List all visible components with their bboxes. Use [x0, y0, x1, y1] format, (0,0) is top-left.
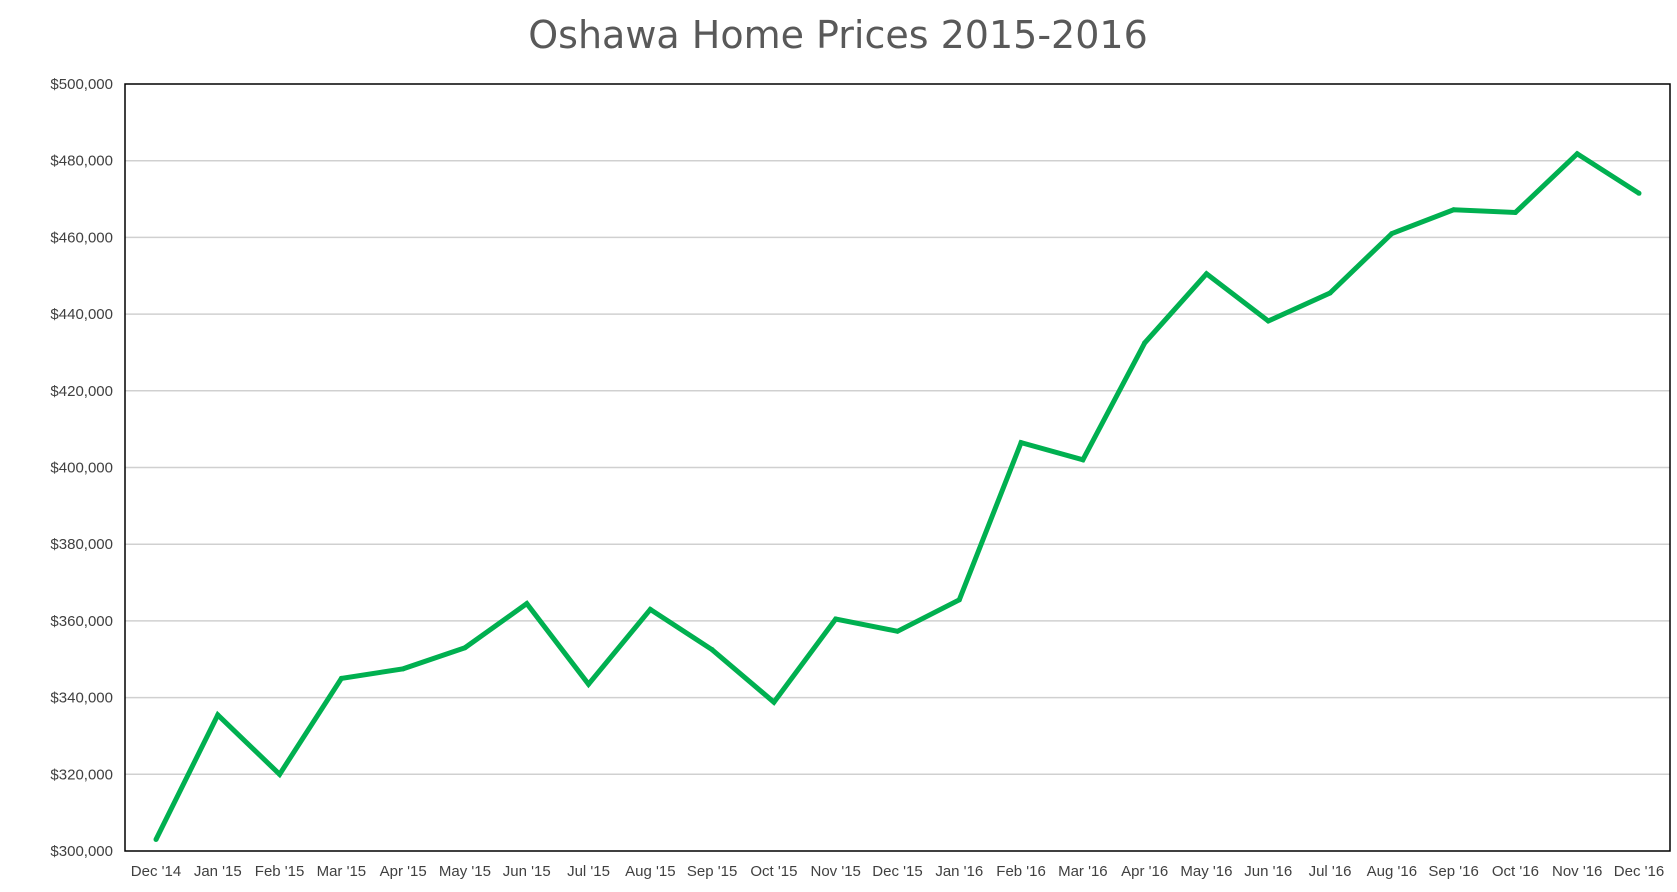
x-tick-label: Aug '15 [625, 863, 675, 880]
x-tick-label: Sep '16 [1428, 863, 1478, 880]
y-tick-label: $360,000 [50, 613, 113, 630]
data-point [338, 675, 344, 681]
y-tick-label: $400,000 [50, 460, 113, 477]
x-tick-label: May '15 [439, 863, 491, 880]
data-point [1574, 151, 1580, 157]
data-point [771, 699, 777, 705]
gridlines [125, 159, 1670, 776]
plot-area-frame [124, 83, 1671, 852]
x-tick-label: Apr '16 [1121, 863, 1168, 880]
x-tick-label: Jul '16 [1309, 863, 1352, 880]
series-line [153, 150, 1641, 841]
x-tick-label: Aug '16 [1367, 863, 1417, 880]
data-point [1018, 440, 1024, 446]
data-point [1203, 271, 1209, 277]
data-point [1265, 318, 1271, 324]
data-point [215, 712, 221, 718]
x-tick-label: Sep '15 [687, 863, 737, 880]
data-point [1327, 290, 1333, 296]
data-point [462, 645, 468, 651]
data-point [1512, 209, 1518, 215]
data-point [153, 836, 159, 842]
data-point [524, 601, 530, 607]
data-point [1142, 340, 1148, 346]
data-point [586, 681, 592, 687]
y-tick-label: $420,000 [50, 383, 113, 400]
data-point [277, 771, 283, 777]
x-tick-label: Dec '16 [1614, 863, 1664, 880]
x-tick-label: Jun '16 [1244, 863, 1292, 880]
x-tick-label: Jan '15 [194, 863, 242, 880]
x-tick-label: May '16 [1180, 863, 1232, 880]
x-tick-label: Jan '16 [935, 863, 983, 880]
x-tick-label: Feb '16 [996, 863, 1046, 880]
y-tick-label: $460,000 [50, 229, 113, 246]
data-point [1636, 190, 1642, 196]
x-tick-label: Apr '15 [380, 863, 427, 880]
data-point [1080, 457, 1086, 463]
x-tick-label: Mar '16 [1058, 863, 1108, 880]
x-tick-label: Mar '15 [317, 863, 367, 880]
x-tick-label: Oct '16 [1492, 863, 1539, 880]
data-point [895, 628, 900, 634]
data-point [1389, 231, 1395, 237]
x-tick-label: Dec '14 [131, 863, 181, 880]
chart-title: Oshawa Home Prices 2015-2016 [528, 13, 1148, 57]
y-tick-label: $380,000 [50, 536, 113, 553]
y-tick-label: $500,000 [50, 76, 113, 93]
y-tick-label: $320,000 [50, 766, 113, 783]
x-tick-label: Dec '15 [872, 863, 922, 880]
x-tick-label: Jun '15 [503, 863, 551, 880]
y-tick-label: $300,000 [50, 843, 113, 860]
x-axis-tick-labels: Dec '14 Jan '15 Feb '15 Mar '15 Apr '15 May '… [131, 863, 1664, 880]
y-axis-tick-labels: $300,000 $320,000 $340,000 $360,000 $380,000… [50, 76, 113, 860]
x-tick-label: Nov '15 [811, 863, 861, 880]
data-point [956, 597, 962, 603]
y-tick-label: $480,000 [50, 153, 113, 170]
data-point [647, 606, 653, 612]
data-point [1451, 207, 1457, 213]
y-tick-label: $340,000 [50, 690, 113, 707]
x-tick-label: Oct '15 [750, 863, 797, 880]
x-tick-label: Feb '15 [255, 863, 305, 880]
series-layer [153, 150, 1642, 842]
data-point [400, 666, 406, 672]
y-tick-label: $440,000 [50, 306, 113, 323]
x-tick-label: Nov '16 [1552, 863, 1602, 880]
data-point [833, 616, 839, 622]
data-point [709, 647, 715, 653]
x-tick-label: Jul '15 [567, 863, 610, 880]
